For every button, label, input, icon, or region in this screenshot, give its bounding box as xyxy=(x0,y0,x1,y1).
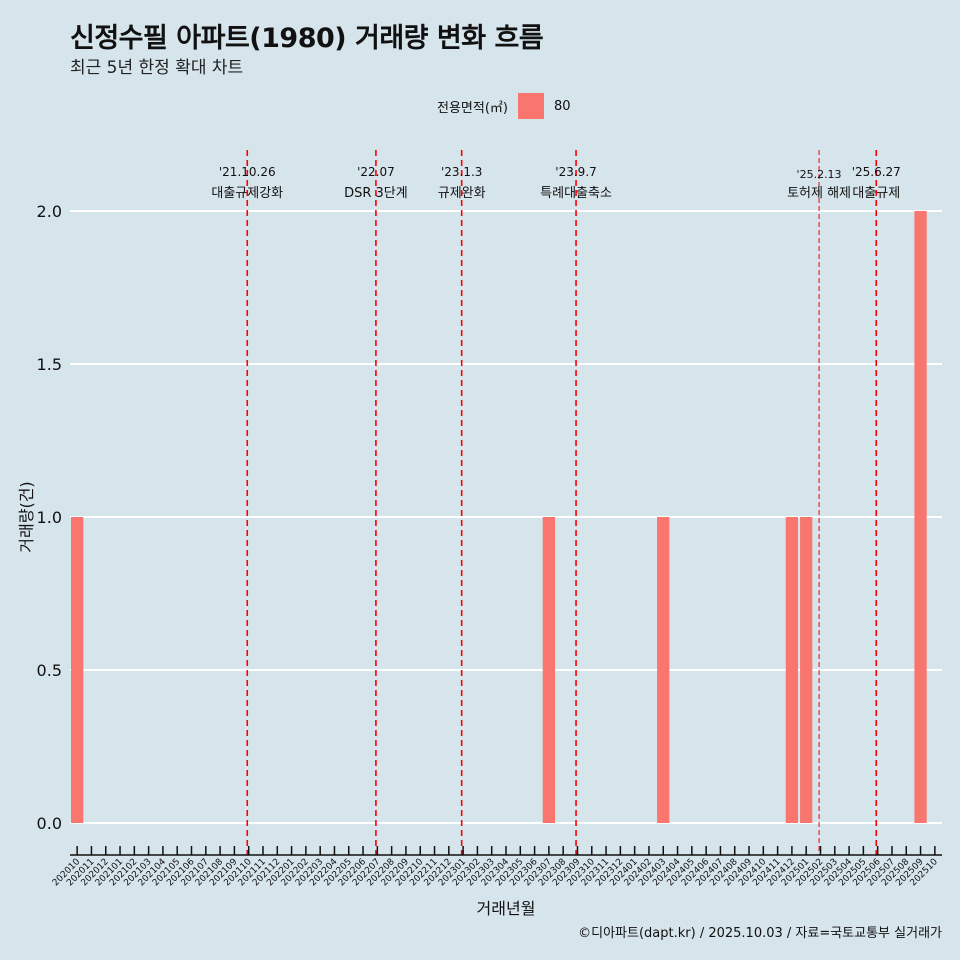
event-text-label: 규제완화 xyxy=(438,186,486,201)
bar xyxy=(785,517,799,823)
y-axis-title: 거래량(건) xyxy=(17,481,36,552)
y-tick-label: 2.0 xyxy=(37,202,62,221)
y-tick-label: 1.5 xyxy=(37,355,62,374)
event-lines: '21.10.26 대출규제강화 '22.07 DSR 3단계 '23.1.3 규제완화 '… xyxy=(211,150,901,855)
chart-title: 신정수필 아파트(1980) 거래량 변화 흐름 xyxy=(70,23,544,54)
bar xyxy=(71,517,84,823)
chart-subtitle: 최근 5년 한정 확대 차트 xyxy=(70,58,244,78)
legend-title: 전용면적(㎡) xyxy=(437,100,508,116)
x-axis-title: 거래년월 xyxy=(477,899,536,918)
source-caption: ©디아파트(dapt.kr) / 2025.10.03 / 자료=국토교통부 실… xyxy=(578,926,942,941)
legend-item-label: 80 xyxy=(553,98,571,114)
event-date-label: '25.2.13 xyxy=(797,168,842,181)
event-date-label: '23.1.3 xyxy=(441,165,482,179)
y-tick-label: 0.5 xyxy=(37,661,62,680)
bars xyxy=(71,211,927,823)
bar xyxy=(657,517,670,823)
bar xyxy=(914,211,927,823)
legend-key-swatch xyxy=(517,93,544,119)
event-text-label: DSR 3단계 xyxy=(344,186,408,201)
y-tick-label: 0.0 xyxy=(37,814,62,833)
event-date-label: '22.07 xyxy=(357,165,395,179)
bar xyxy=(800,517,813,823)
y-tick-label: 1.0 xyxy=(37,508,62,527)
event-text-label: 특례대출축소 xyxy=(540,186,612,201)
event-text-label: 토허제 해제 xyxy=(787,186,851,201)
event-date-label: '25.6.27 xyxy=(852,165,901,179)
bar xyxy=(542,517,556,823)
event-date-label: '21.10.26 xyxy=(219,165,276,179)
event-date-label: '23.9.7 xyxy=(555,165,596,179)
event-text-label: 대출규제 xyxy=(852,186,900,201)
legend: 전용면적(㎡) 80 xyxy=(437,93,571,119)
event-text-label: 대출규제강화 xyxy=(211,186,283,201)
